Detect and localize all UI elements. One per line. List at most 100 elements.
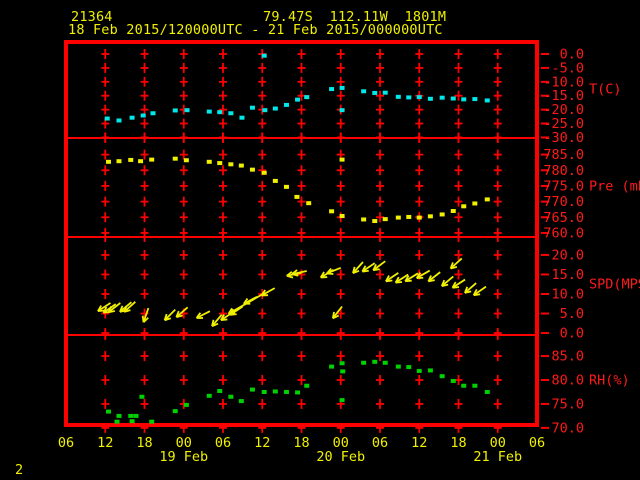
- pressure-point: [306, 201, 312, 206]
- temperature-point: [450, 96, 456, 101]
- y-tick-label: 75.0: [551, 396, 584, 412]
- temperature-point: [472, 97, 478, 102]
- x-tick-label: 06: [529, 435, 545, 451]
- y-tick-label: 70.0: [551, 420, 584, 436]
- relative_humidity-point: [439, 374, 445, 379]
- wind-arrow-shaft: [291, 270, 307, 275]
- pressure-point: [238, 163, 244, 168]
- pressure-point: [329, 209, 335, 214]
- relative_humidity-point: [116, 413, 122, 418]
- y-tick-label: -20.0: [543, 102, 584, 118]
- wind-arrow-shaft: [395, 273, 409, 284]
- wind-arrow-shaft: [175, 306, 189, 318]
- x-tick-label: 00: [333, 435, 349, 451]
- temperature-point: [262, 108, 268, 113]
- temperature-point: [427, 96, 433, 101]
- wind-arrow-barb: [141, 315, 145, 323]
- relative_humidity-point: [416, 368, 422, 373]
- pressure-point: [461, 204, 467, 209]
- relative_humidity-point: [128, 413, 134, 418]
- relative_humidity-point: [406, 365, 412, 370]
- pressure-point: [128, 157, 134, 162]
- wind-arrow-barb: [427, 275, 432, 282]
- y-tick-label: 0.0: [560, 47, 584, 63]
- pressure-point: [283, 184, 289, 189]
- wind-arrow-shaft: [451, 278, 466, 289]
- temperature-point: [382, 90, 388, 95]
- x-date-label: 19 Feb: [159, 449, 208, 465]
- relative_humidity-point: [361, 360, 367, 365]
- temperature-point: [484, 98, 490, 103]
- y-tick-label: 760.0: [543, 225, 584, 241]
- pressure-point: [294, 194, 300, 199]
- wind-arrow-barb: [119, 305, 124, 313]
- wind-arrow-barb: [404, 275, 410, 282]
- relative_humidity-point: [339, 361, 345, 366]
- relative_humidity-point: [106, 409, 112, 414]
- wind-arrow-barb: [195, 312, 202, 319]
- panel-unit-label: Pre (mb): [589, 178, 640, 194]
- relative_humidity-point: [395, 364, 401, 369]
- wind-arrow-shaft: [107, 302, 121, 313]
- y-tick-label: 15.0: [551, 267, 584, 283]
- pressure-point: [484, 197, 490, 202]
- temperature-point: [304, 95, 310, 100]
- temperature-point: [239, 115, 245, 120]
- y-tick-label: -25.0: [543, 116, 584, 132]
- wind-arrow-barb: [102, 306, 108, 314]
- temperature-point: [272, 106, 278, 111]
- wind-arrow-shaft: [404, 272, 419, 283]
- wind-arrow-shaft: [473, 285, 487, 296]
- panel-unit-label: SPD(MPS): [589, 277, 640, 293]
- wind-arrow-barb: [415, 272, 422, 279]
- pressure-point: [206, 159, 212, 164]
- temperature-point: [184, 108, 190, 113]
- wind-arrow-barb: [372, 263, 377, 271]
- wind-arrow-barb: [243, 297, 249, 305]
- plot-border: [64, 40, 539, 427]
- x-tick-label: 00: [176, 435, 192, 451]
- temperature-point: [339, 108, 345, 113]
- wind-arrow-shaft: [211, 314, 223, 327]
- wind-arrow-shaft: [228, 292, 266, 315]
- wind-arrow-barb: [163, 313, 168, 321]
- relative_humidity-point: [129, 419, 135, 424]
- pressure-point: [339, 157, 345, 162]
- wind-arrow-barb: [286, 271, 293, 277]
- pressure-point: [138, 159, 144, 164]
- temperature-point: [329, 87, 335, 92]
- y-tick-label: 20.0: [551, 247, 584, 263]
- x-tick-label: 18: [136, 435, 152, 451]
- relative_humidity-point: [329, 364, 335, 369]
- x-tick-label: 06: [215, 435, 231, 451]
- relative_humidity-point: [133, 413, 139, 418]
- temperature-point: [217, 110, 223, 115]
- temperature-point: [406, 95, 412, 100]
- pressure-point: [372, 219, 378, 224]
- page-number-label: 2: [15, 462, 24, 478]
- relative_humidity-point: [261, 389, 267, 394]
- relative_humidity-point: [228, 394, 234, 399]
- wind-arrow-shaft: [142, 307, 150, 323]
- pressure-point: [339, 214, 345, 219]
- temperature-point: [395, 94, 401, 99]
- relative_humidity-point: [114, 419, 120, 424]
- y-tick-label: -30.0: [543, 130, 584, 146]
- pressure-point: [249, 167, 255, 172]
- relative_humidity-point: [238, 399, 244, 404]
- relative_humidity-point: [304, 383, 310, 388]
- wind-arrow-barb: [352, 266, 356, 274]
- y-tick-label: 10.0: [551, 287, 584, 303]
- temperature-point: [416, 95, 422, 100]
- wind-arrow-barb: [385, 275, 390, 282]
- y-tick-label: 0.0: [560, 326, 584, 342]
- y-tick-label: -5.0: [551, 60, 584, 76]
- panel-unit-label: T(C): [589, 81, 622, 97]
- x-tick-label: 12: [411, 435, 427, 451]
- temperature-point: [439, 95, 445, 100]
- wind-arrow-shaft: [332, 305, 343, 319]
- pressure-point: [228, 162, 234, 167]
- wind-arrow-barb: [451, 281, 457, 289]
